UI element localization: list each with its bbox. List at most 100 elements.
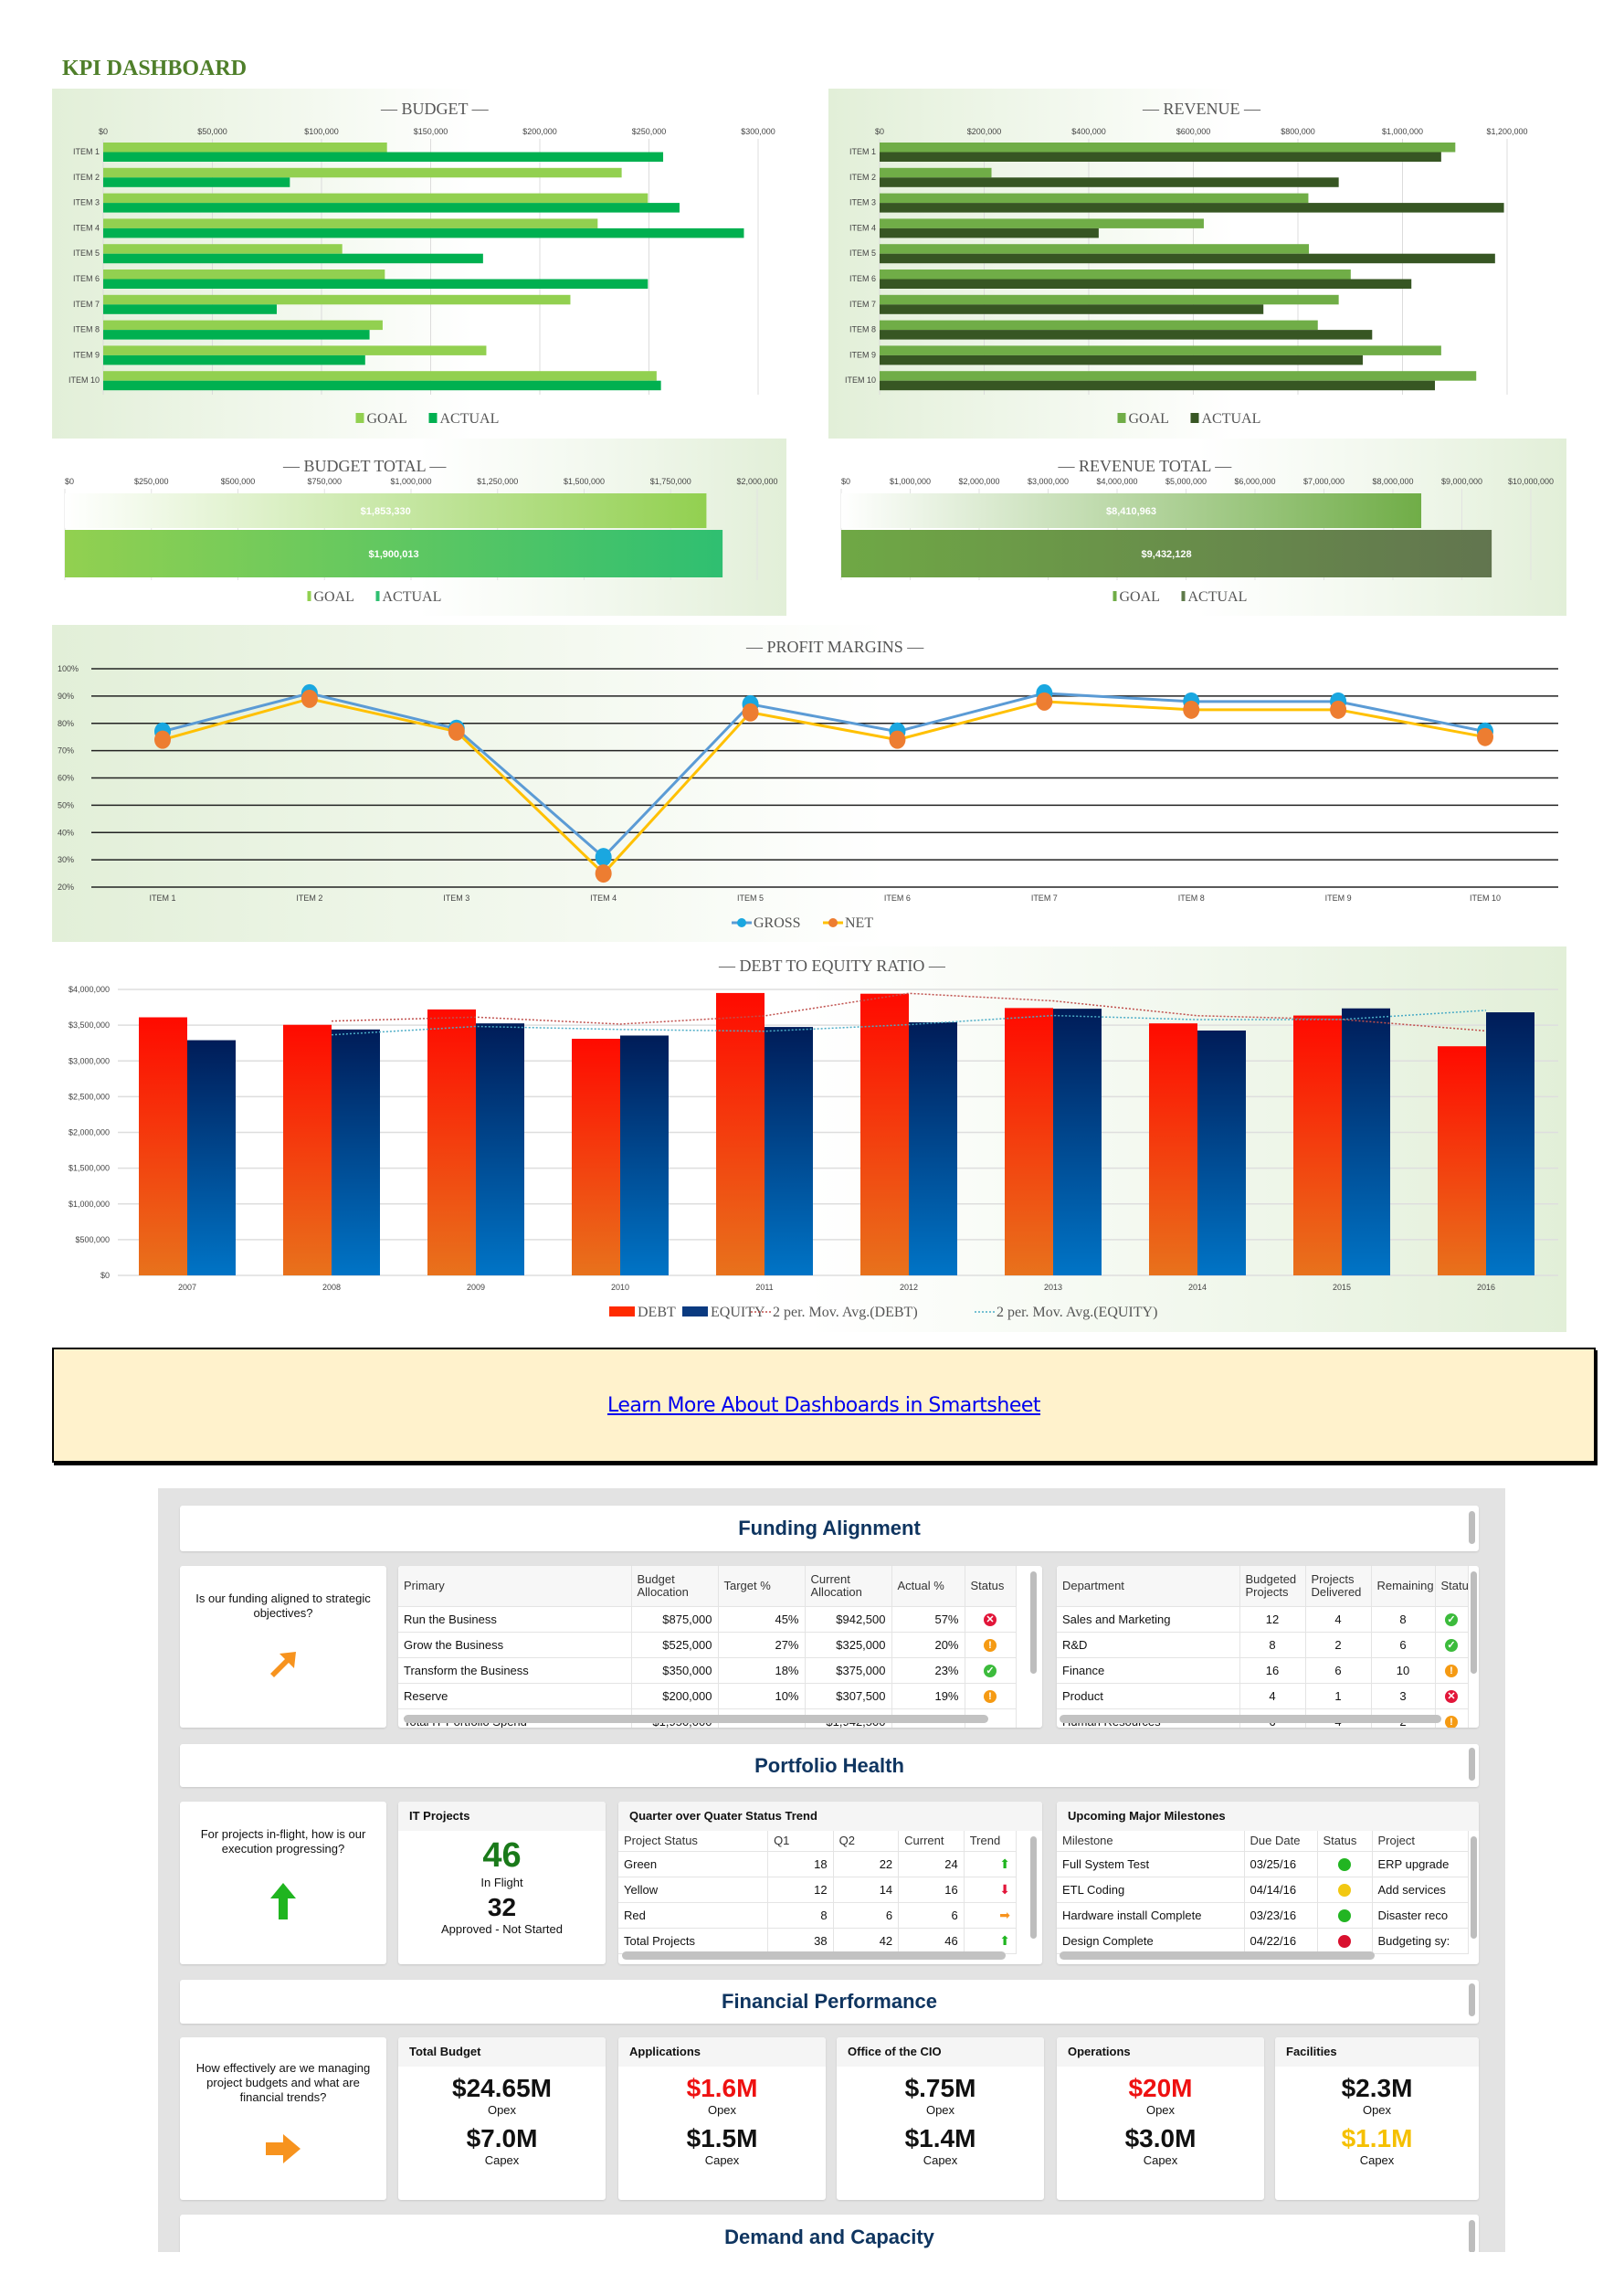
x-tick-label: 2014 <box>1188 1283 1207 1292</box>
data-point-net <box>595 864 612 883</box>
bar-goal <box>65 493 707 528</box>
bar-debt <box>283 1024 332 1275</box>
smartsheet-dashboard: Funding Alignment Is our funding aligned… <box>158 1488 1505 2252</box>
x-tick-label: $50,000 <box>197 127 227 136</box>
y-tick-label: $1,500,000 <box>69 1164 110 1173</box>
trend-up-arrow-icon: ⬆ <box>999 1856 1010 1871</box>
table-cell: 8 <box>1239 1632 1306 1658</box>
qoq-status-card: Quarter over Quater Status Trend Project… <box>618 1802 1042 1964</box>
scrollbar[interactable] <box>1469 1511 1475 1544</box>
section-title: Portfolio Health <box>754 1753 904 1777</box>
legend-label: NET <box>845 915 873 931</box>
x-tick-label: ITEM 2 <box>296 894 322 903</box>
table-cell: 19% <box>891 1683 965 1709</box>
table-cell: Run the Business <box>398 1606 632 1633</box>
y-tick-label: $2,000,000 <box>69 1128 110 1137</box>
legend-label: GOAL <box>314 589 354 605</box>
scrollbar[interactable] <box>622 1951 1006 1960</box>
table-cell: Sales and Marketing <box>1057 1606 1240 1633</box>
column-header: Project Status <box>618 1831 769 1852</box>
table-row: Full System Test 03/25/16 ERP upgrade <box>1057 1851 1469 1877</box>
category-label: ITEM 6 <box>73 274 100 283</box>
table-row: Total Projects 38 42 46 ⬆ <box>618 1928 1018 1954</box>
table-cell: Transform the Business <box>398 1657 632 1684</box>
column-header: Q2 <box>833 1831 900 1852</box>
x-tick-label: $150,000 <box>414 127 448 136</box>
column-header: Projects Delivered <box>1305 1566 1372 1607</box>
revenue-total-chart-panel: — REVENUE TOTAL — $0 $1,000,000 $2,000,000 $… <box>828 439 1566 616</box>
table-cell: ✓ <box>1435 1632 1469 1658</box>
column-header: Trend <box>964 1831 1018 1852</box>
scrollbar[interactable] <box>1060 1715 1441 1723</box>
table-cell: 12 <box>1239 1606 1306 1633</box>
bar-goal <box>880 371 1477 381</box>
table-cell: Reserve <box>398 1683 632 1709</box>
scrollbar[interactable] <box>1469 1748 1475 1781</box>
bar-actual <box>103 152 664 162</box>
y-tick-label: $2,500,000 <box>69 1092 110 1101</box>
table-cell: Budgeting sy: <box>1372 1928 1469 1954</box>
capex-label: Capex <box>1359 2153 1395 2167</box>
scrollbar[interactable] <box>1471 1571 1477 1674</box>
bar-goal <box>103 270 385 280</box>
data-point-net <box>1036 692 1053 711</box>
learn-more-link[interactable]: Learn More About Dashboards in Smartshee… <box>606 1393 1041 1417</box>
column-header: Actual % <box>891 1566 965 1607</box>
bar-goal <box>880 244 1310 254</box>
legend-swatch <box>682 1306 708 1316</box>
table-cell: ⬇ <box>964 1877 1018 1903</box>
status-warning-icon: ! <box>1445 1665 1458 1678</box>
table-cell: R&D <box>1057 1632 1240 1658</box>
bar-equity <box>1197 1030 1246 1275</box>
x-tick-label: 2012 <box>900 1283 918 1292</box>
legend-label: DEBT <box>638 1305 676 1320</box>
bar-goal <box>103 320 383 331</box>
scrollbar[interactable] <box>1469 2220 1475 2252</box>
capex-value: $7.0M <box>466 2124 538 2152</box>
it-projects-card: IT Projects 46 In Flight 32 Approved - N… <box>398 1802 606 1964</box>
scrollbar[interactable] <box>1030 1836 1037 1939</box>
legend-marker <box>828 918 838 927</box>
bar-actual <box>880 227 1099 238</box>
table-cell: Product <box>1057 1683 1240 1709</box>
table-cell <box>1317 1928 1373 1954</box>
approved-label: Approved - Not Started <box>441 1922 563 1936</box>
bar-actual <box>880 203 1504 213</box>
legend-swatch <box>1190 413 1199 423</box>
department-table-card: Department Budgeted Projects Projects Deli… <box>1057 1566 1479 1728</box>
table-cell: 16 <box>898 1877 965 1903</box>
x-tick-label: $1,500,000 <box>564 477 605 486</box>
table-cell: 42 <box>833 1928 900 1954</box>
scrollbar[interactable] <box>404 1715 988 1723</box>
status-error-icon: ✕ <box>1445 1690 1458 1704</box>
bar-actual <box>880 304 1264 314</box>
question-text: For projects in-flight, how is our execu… <box>200 1827 366 1856</box>
bar-actual <box>103 304 278 314</box>
scrollbar[interactable] <box>1060 1951 1375 1960</box>
scrollbar[interactable] <box>1030 1571 1037 1674</box>
category-label: ITEM 1 <box>73 147 100 156</box>
x-tick-label: $250,000 <box>632 127 667 136</box>
capex-label: Capex <box>704 2153 740 2167</box>
x-tick-label: $7,000,000 <box>1303 477 1345 486</box>
table-cell: ! <box>965 1683 1017 1709</box>
x-tick-label: $200,000 <box>522 127 557 136</box>
portfolio-question-card: For projects in-flight, how is our execu… <box>180 1802 386 1964</box>
capex-label: Capex <box>923 2153 958 2167</box>
category-label: ITEM 9 <box>73 350 100 359</box>
bar-actual <box>103 253 483 264</box>
table-cell: ERP upgrade <box>1372 1851 1469 1877</box>
profit-margins-chart: — PROFIT MARGINS — 20% 30% 40% 50% 60% 70% 80% 9… <box>58 638 1558 931</box>
funding-question-card: Is our funding aligned to strategic obje… <box>180 1566 386 1728</box>
table-cell: 22 <box>833 1851 900 1877</box>
bar-goal <box>880 167 992 178</box>
table-cell: 04/22/16 <box>1244 1928 1318 1954</box>
legend-label: GOAL <box>1129 411 1169 427</box>
scrollbar[interactable] <box>1469 1983 1475 2016</box>
card-title: Facilities <box>1275 2037 1479 2067</box>
chart-title: — PROFIT MARGINS — <box>745 638 924 656</box>
table-cell: 6 <box>898 1902 965 1929</box>
scrollbar[interactable] <box>1471 1836 1477 1939</box>
column-header: Statu <box>1435 1566 1469 1607</box>
status-green-dot-icon <box>1338 1909 1351 1923</box>
